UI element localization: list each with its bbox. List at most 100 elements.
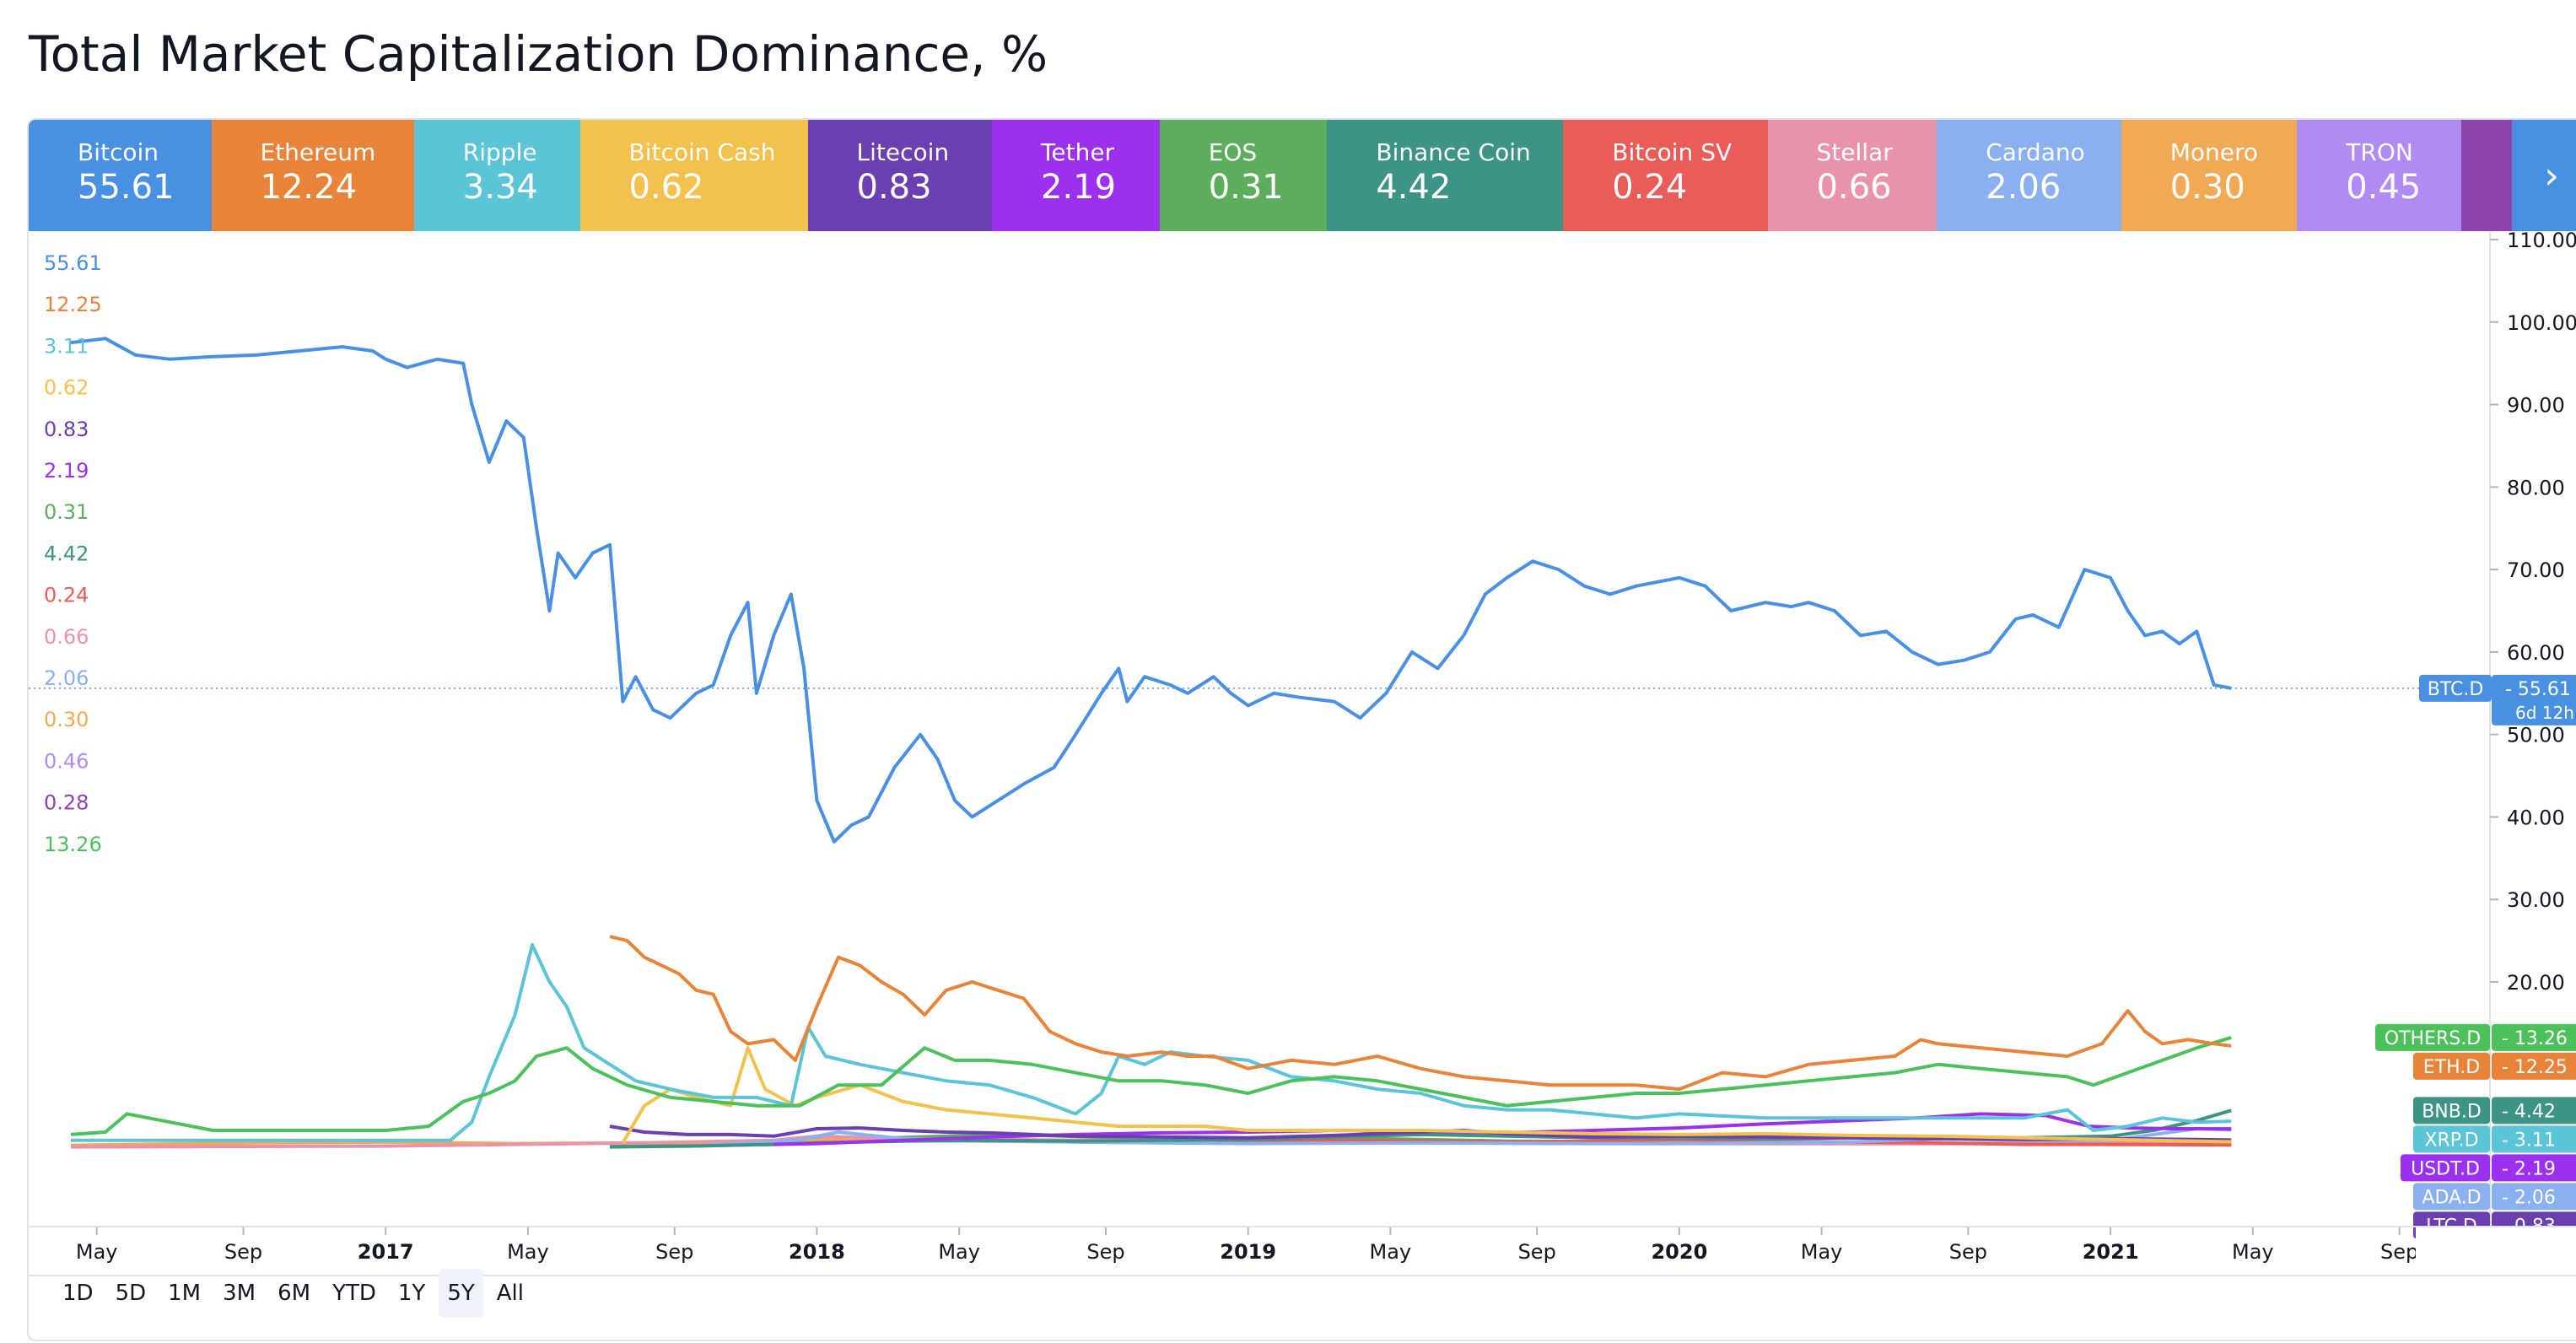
svg-text:- 12.25: - 12.25 bbox=[2502, 1057, 2568, 1078]
x-tick-label: May bbox=[1370, 1240, 1412, 1264]
y-tick-label: 30.00 bbox=[2507, 888, 2565, 912]
price-label-btc: BTC.D - 55.61 6d 12h bbox=[2419, 674, 2576, 725]
series-line-ltc-d bbox=[609, 1125, 2232, 1142]
tab-overflow-strip[interactable] bbox=[2461, 120, 2512, 231]
x-tick-label: Sep bbox=[224, 1240, 262, 1264]
svg-text:- 3.11: - 3.11 bbox=[2502, 1130, 2556, 1151]
tab-binance-coin[interactable]: Binance Coin 4.42 bbox=[1327, 120, 1564, 231]
x-tick-label: 2020 bbox=[1651, 1240, 1707, 1264]
svg-text:6d 12h: 6d 12h bbox=[2515, 703, 2574, 723]
tab-value: 3.34 bbox=[462, 168, 538, 207]
tab-bitcoin-cash[interactable]: Bitcoin Cash 0.62 bbox=[579, 120, 808, 231]
legend-value: 13.26 bbox=[44, 833, 102, 856]
legend-value: 2.19 bbox=[44, 459, 89, 483]
x-tick-label: May bbox=[76, 1240, 118, 1264]
range-selector: 1D 5D 1M 3M 6M YTD 1Y 5Y All bbox=[54, 1269, 532, 1318]
x-tick-label: 2021 bbox=[2083, 1240, 2139, 1264]
svg-text:- 2.19: - 2.19 bbox=[2502, 1158, 2556, 1179]
x-tick-label: May bbox=[1801, 1240, 1843, 1264]
y-tick-label: 20.00 bbox=[2507, 971, 2565, 995]
tab-name: Cardano bbox=[1986, 138, 2085, 166]
tab-value: 4.42 bbox=[1376, 168, 1452, 207]
tab-tron[interactable]: TRON 0.45 bbox=[2297, 120, 2462, 231]
y-tick-label: 90.00 bbox=[2507, 394, 2565, 418]
tab-bitcoin-sv[interactable]: Bitcoin SV 0.24 bbox=[1563, 120, 1768, 231]
range-button-3m[interactable]: 3M bbox=[223, 1281, 256, 1306]
range-button-5y[interactable]: 5Y bbox=[439, 1269, 483, 1318]
legend-value: 3.11 bbox=[44, 334, 89, 358]
tab-bitcoin[interactable]: Bitcoin 55.61 bbox=[29, 120, 212, 231]
price-label-ada-d: ADA.D - 2.06 bbox=[2413, 1183, 2576, 1211]
axis-mask bbox=[2416, 1227, 2576, 1275]
tab-cardano[interactable]: Cardano 2.06 bbox=[1937, 120, 2121, 231]
y-tick-label: 80.00 bbox=[2507, 476, 2565, 499]
series-line-btc-d bbox=[70, 337, 2232, 844]
tab-value: 2.06 bbox=[1986, 168, 2061, 207]
tab-name: Ripple bbox=[462, 138, 537, 166]
chevron-right-icon: › bbox=[2544, 154, 2559, 197]
x-tick-label: May bbox=[938, 1240, 980, 1264]
next-tabs-button[interactable]: › bbox=[2512, 120, 2576, 231]
range-button-1d[interactable]: 1D bbox=[62, 1281, 94, 1306]
y-tick-label: 60.00 bbox=[2507, 641, 2565, 665]
y-tick-label: 100.00 bbox=[2507, 311, 2576, 335]
series-line-usdt-d bbox=[773, 1112, 2232, 1146]
legend-value: 12.25 bbox=[44, 293, 102, 316]
symbol-tabs: Bitcoin 55.61 Ethereum 12.24 Ripple 3.34 Bitco… bbox=[29, 120, 2462, 231]
tab-value: 0.83 bbox=[856, 168, 932, 207]
tab-value: 0.30 bbox=[2169, 168, 2245, 207]
range-button-all[interactable]: All bbox=[496, 1281, 524, 1306]
range-button-1y[interactable]: 1Y bbox=[397, 1281, 426, 1306]
tab-name: EOS bbox=[1208, 138, 1258, 166]
x-tick-label: May bbox=[507, 1240, 549, 1264]
price-label-eth-d: ETH.D - 12.25 bbox=[2413, 1052, 2576, 1080]
page-title: Total Market Capitalization Dominance, % bbox=[29, 25, 1048, 83]
tab-litecoin[interactable]: Litecoin 0.83 bbox=[807, 120, 993, 231]
legend-value: 55.61 bbox=[44, 251, 102, 275]
y-tick-label: 70.00 bbox=[2507, 558, 2565, 582]
legend-value: 0.46 bbox=[44, 749, 89, 773]
tab-tether[interactable]: Tether 2.19 bbox=[992, 120, 1160, 231]
svg-text:ETH.D: ETH.D bbox=[2423, 1057, 2480, 1078]
y-tick-label: 40.00 bbox=[2507, 806, 2565, 829]
tab-monero[interactable]: Monero 0.30 bbox=[2121, 120, 2298, 231]
x-tick-label: Sep bbox=[1086, 1240, 1124, 1264]
legend-value: 0.31 bbox=[44, 500, 89, 524]
x-tick-label: Sep bbox=[1949, 1240, 1987, 1264]
chart-canvas[interactable]: 110.00 100.00 90.00 80.00 70.00 60.00 50.00 40.… bbox=[29, 120, 2576, 1341]
tab-name: Binance Coin bbox=[1376, 138, 1531, 166]
x-tick-label: Sep bbox=[2380, 1240, 2418, 1264]
svg-text:BNB.D: BNB.D bbox=[2422, 1101, 2482, 1122]
legend-value: 0.62 bbox=[44, 376, 89, 400]
svg-text:- 4.42: - 4.42 bbox=[2502, 1101, 2556, 1122]
tab-name: Litecoin bbox=[856, 138, 950, 166]
tab-value: 12.24 bbox=[260, 168, 358, 207]
svg-text:- 13.26: - 13.26 bbox=[2502, 1028, 2568, 1049]
series-line-bch-d bbox=[621, 1046, 2232, 1144]
range-button-1m[interactable]: 1M bbox=[168, 1281, 202, 1306]
tab-value: 2.19 bbox=[1041, 168, 1117, 207]
tab-stellar[interactable]: Stellar 0.66 bbox=[1767, 120, 1937, 231]
x-tick-label: Sep bbox=[1518, 1240, 1556, 1264]
tab-name: Tether bbox=[1041, 138, 1115, 166]
series-line-xrp-d bbox=[71, 943, 2232, 1142]
svg-text:- 2.06: - 2.06 bbox=[2502, 1187, 2556, 1208]
svg-text:BTC.D: BTC.D bbox=[2428, 679, 2484, 700]
range-button-ytd[interactable]: YTD bbox=[332, 1281, 376, 1306]
price-label-xrp-d: XRP.D - 3.11 bbox=[2413, 1125, 2576, 1153]
tab-name: Monero bbox=[2169, 138, 2258, 166]
tab-value: 0.24 bbox=[1612, 168, 1688, 207]
range-button-6m[interactable]: 6M bbox=[278, 1281, 311, 1306]
y-tick-label: 50.00 bbox=[2507, 724, 2565, 747]
tab-name: Bitcoin SV bbox=[1612, 138, 1733, 166]
range-button-5d[interactable]: 5D bbox=[115, 1281, 147, 1306]
price-label-others-d: OTHERS.D - 13.26 bbox=[2375, 1023, 2576, 1051]
legend-value: 4.42 bbox=[44, 542, 89, 565]
tab-value: 55.61 bbox=[78, 168, 175, 207]
chart-widget: Bitcoin 55.61 Ethereum 12.24 Ripple 3.34 Bitco… bbox=[27, 118, 2576, 1341]
tab-ripple[interactable]: Ripple 3.34 bbox=[413, 120, 580, 231]
y-tick-label: 110.00 bbox=[2507, 229, 2576, 252]
price-label-bnb-d: BNB.D - 4.42 bbox=[2413, 1097, 2576, 1125]
tab-eos[interactable]: EOS 0.31 bbox=[1159, 120, 1328, 231]
tab-ethereum[interactable]: Ethereum 12.24 bbox=[211, 120, 414, 231]
